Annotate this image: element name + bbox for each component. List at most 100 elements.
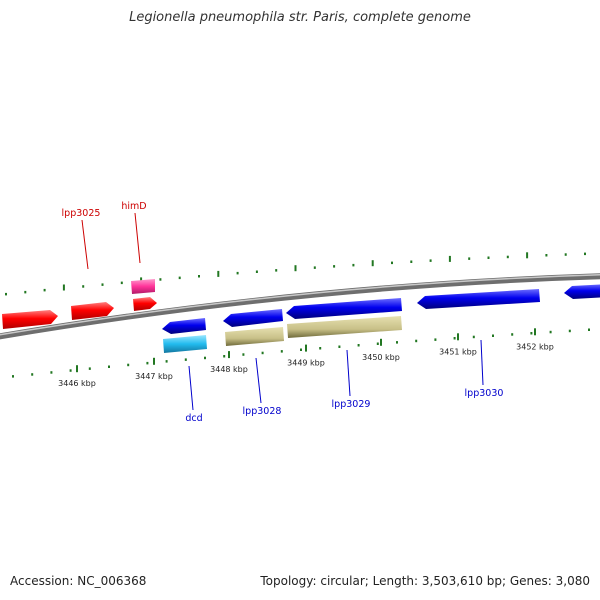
reverse-tick-track: 3446 kbp 3447 kbp 3448 kbp 3449 kbp 3450 kbp…: [12, 328, 590, 388]
major-tick: [371, 260, 374, 267]
major-tick: [305, 344, 307, 352]
gene-arrow-dcd[interactable]: [162, 318, 206, 334]
minor-tick: [236, 271, 239, 275]
minor-tick: [357, 344, 360, 347]
ruler-label: 3451 kbp: [439, 347, 477, 356]
minor-tick: [333, 265, 336, 268]
gene-label-lpp3030[interactable]: lpp3030: [465, 388, 504, 399]
minor-tick: [223, 355, 226, 358]
minor-tick: [184, 358, 187, 361]
minor-tick: [468, 257, 471, 260]
minor-tick: [31, 373, 34, 376]
minor-tick: [549, 330, 552, 334]
gene-arrow-lpp3030[interactable]: [417, 289, 540, 309]
accession-text: Accession: NC_006368: [10, 574, 147, 588]
minor-tick: [12, 375, 14, 378]
minor-tick: [319, 347, 322, 350]
minor-tick: [88, 367, 91, 370]
minor-tick: [492, 334, 494, 337]
ruler-label: 3448 kbp: [210, 365, 248, 374]
major-tick: [294, 265, 297, 272]
leader-line-dcd: [188, 365, 194, 411]
ruler-label: 3446 kbp: [58, 379, 96, 388]
minor-tick: [410, 260, 413, 263]
minor-tick: [120, 281, 123, 285]
leader-line-himD: [134, 212, 141, 264]
gene-label-lpp3025[interactable]: lpp3025: [62, 208, 101, 219]
major-tick: [153, 357, 155, 365]
minor-tick: [584, 252, 586, 256]
major-tick: [217, 270, 220, 277]
pseudogene-lpp3029[interactable]: [287, 316, 402, 338]
major-tick: [534, 328, 536, 336]
minor-tick: [127, 363, 130, 367]
major-tick: [62, 284, 65, 291]
minor-tick: [545, 254, 548, 257]
minor-tick: [530, 332, 533, 335]
gene-arrow-himD[interactable]: [133, 297, 157, 311]
gene-label-lpp3028[interactable]: lpp3028: [243, 406, 282, 417]
minor-tick: [5, 292, 7, 296]
minor-tick: [24, 290, 27, 294]
minor-tick: [487, 256, 490, 259]
minor-tick: [352, 263, 355, 267]
pseudogene-lpp3028[interactable]: [225, 327, 284, 346]
minor-tick: [564, 253, 567, 256]
map-title: Legionella pneumophila str. Paris, compl…: [129, 10, 471, 25]
minor-tick: [275, 269, 278, 272]
minor-tick: [101, 283, 104, 286]
major-tick: [448, 255, 451, 262]
minor-tick: [434, 338, 437, 341]
minor-tick: [391, 261, 393, 265]
major-tick: [76, 365, 78, 373]
gene-arrow-lpp3029[interactable]: [286, 298, 402, 319]
minor-tick: [300, 348, 302, 351]
rna-feature-reverse[interactable]: [163, 335, 207, 353]
minor-tick: [568, 329, 571, 333]
gene-label-himD[interactable]: himD: [121, 201, 146, 212]
major-tick: [457, 333, 459, 341]
minor-tick: [204, 356, 206, 360]
genome-backbone-highlight: [0, 274, 600, 336]
gene-arrow-forward[interactable]: [2, 310, 58, 329]
ruler-label: 3452 kbp: [516, 342, 554, 351]
minor-tick: [376, 342, 379, 345]
minor-tick: [429, 259, 432, 262]
ruler-label: 3450 kbp: [362, 353, 400, 362]
major-tick: [380, 338, 382, 346]
minor-tick: [82, 285, 85, 288]
forward-tick-track: [5, 252, 586, 296]
leader-line-lpp3029: [346, 349, 351, 397]
minor-tick: [453, 337, 456, 340]
minor-tick: [338, 345, 341, 348]
minor-tick: [415, 339, 418, 343]
gene-label-lpp3029[interactable]: lpp3029: [332, 399, 371, 410]
minor-tick: [242, 353, 245, 356]
minor-tick: [506, 255, 509, 259]
forward-gene-labels: lpp3025 himD: [62, 201, 147, 270]
gene-arrow-right-edge[interactable]: [564, 284, 600, 299]
minor-tick: [198, 275, 200, 278]
genome-backbone: [0, 273, 600, 340]
rna-feature-forward[interactable]: [131, 279, 155, 294]
reverse-strand-features: [162, 284, 600, 353]
minor-tick: [108, 365, 110, 368]
forward-strand-features: [2, 279, 157, 329]
minor-tick: [472, 335, 475, 339]
minor-tick: [69, 369, 72, 372]
minor-tick: [50, 371, 53, 374]
leader-line-lpp3025: [81, 219, 89, 270]
minor-tick: [159, 278, 162, 281]
reverse-gene-labels: dcd lpp3028 lpp3029 lpp3030: [185, 339, 504, 424]
minor-tick: [588, 328, 590, 331]
gene-arrow-lpp3025[interactable]: [71, 302, 114, 320]
ruler-label: 3449 kbp: [287, 359, 325, 368]
leader-line-lpp3028: [255, 357, 262, 404]
gene-label-dcd[interactable]: dcd: [185, 413, 202, 424]
minor-tick: [255, 270, 258, 273]
major-tick: [228, 351, 230, 359]
gene-arrow-lpp3028[interactable]: [223, 309, 283, 327]
minor-tick: [280, 350, 283, 353]
minor-tick: [43, 288, 46, 292]
